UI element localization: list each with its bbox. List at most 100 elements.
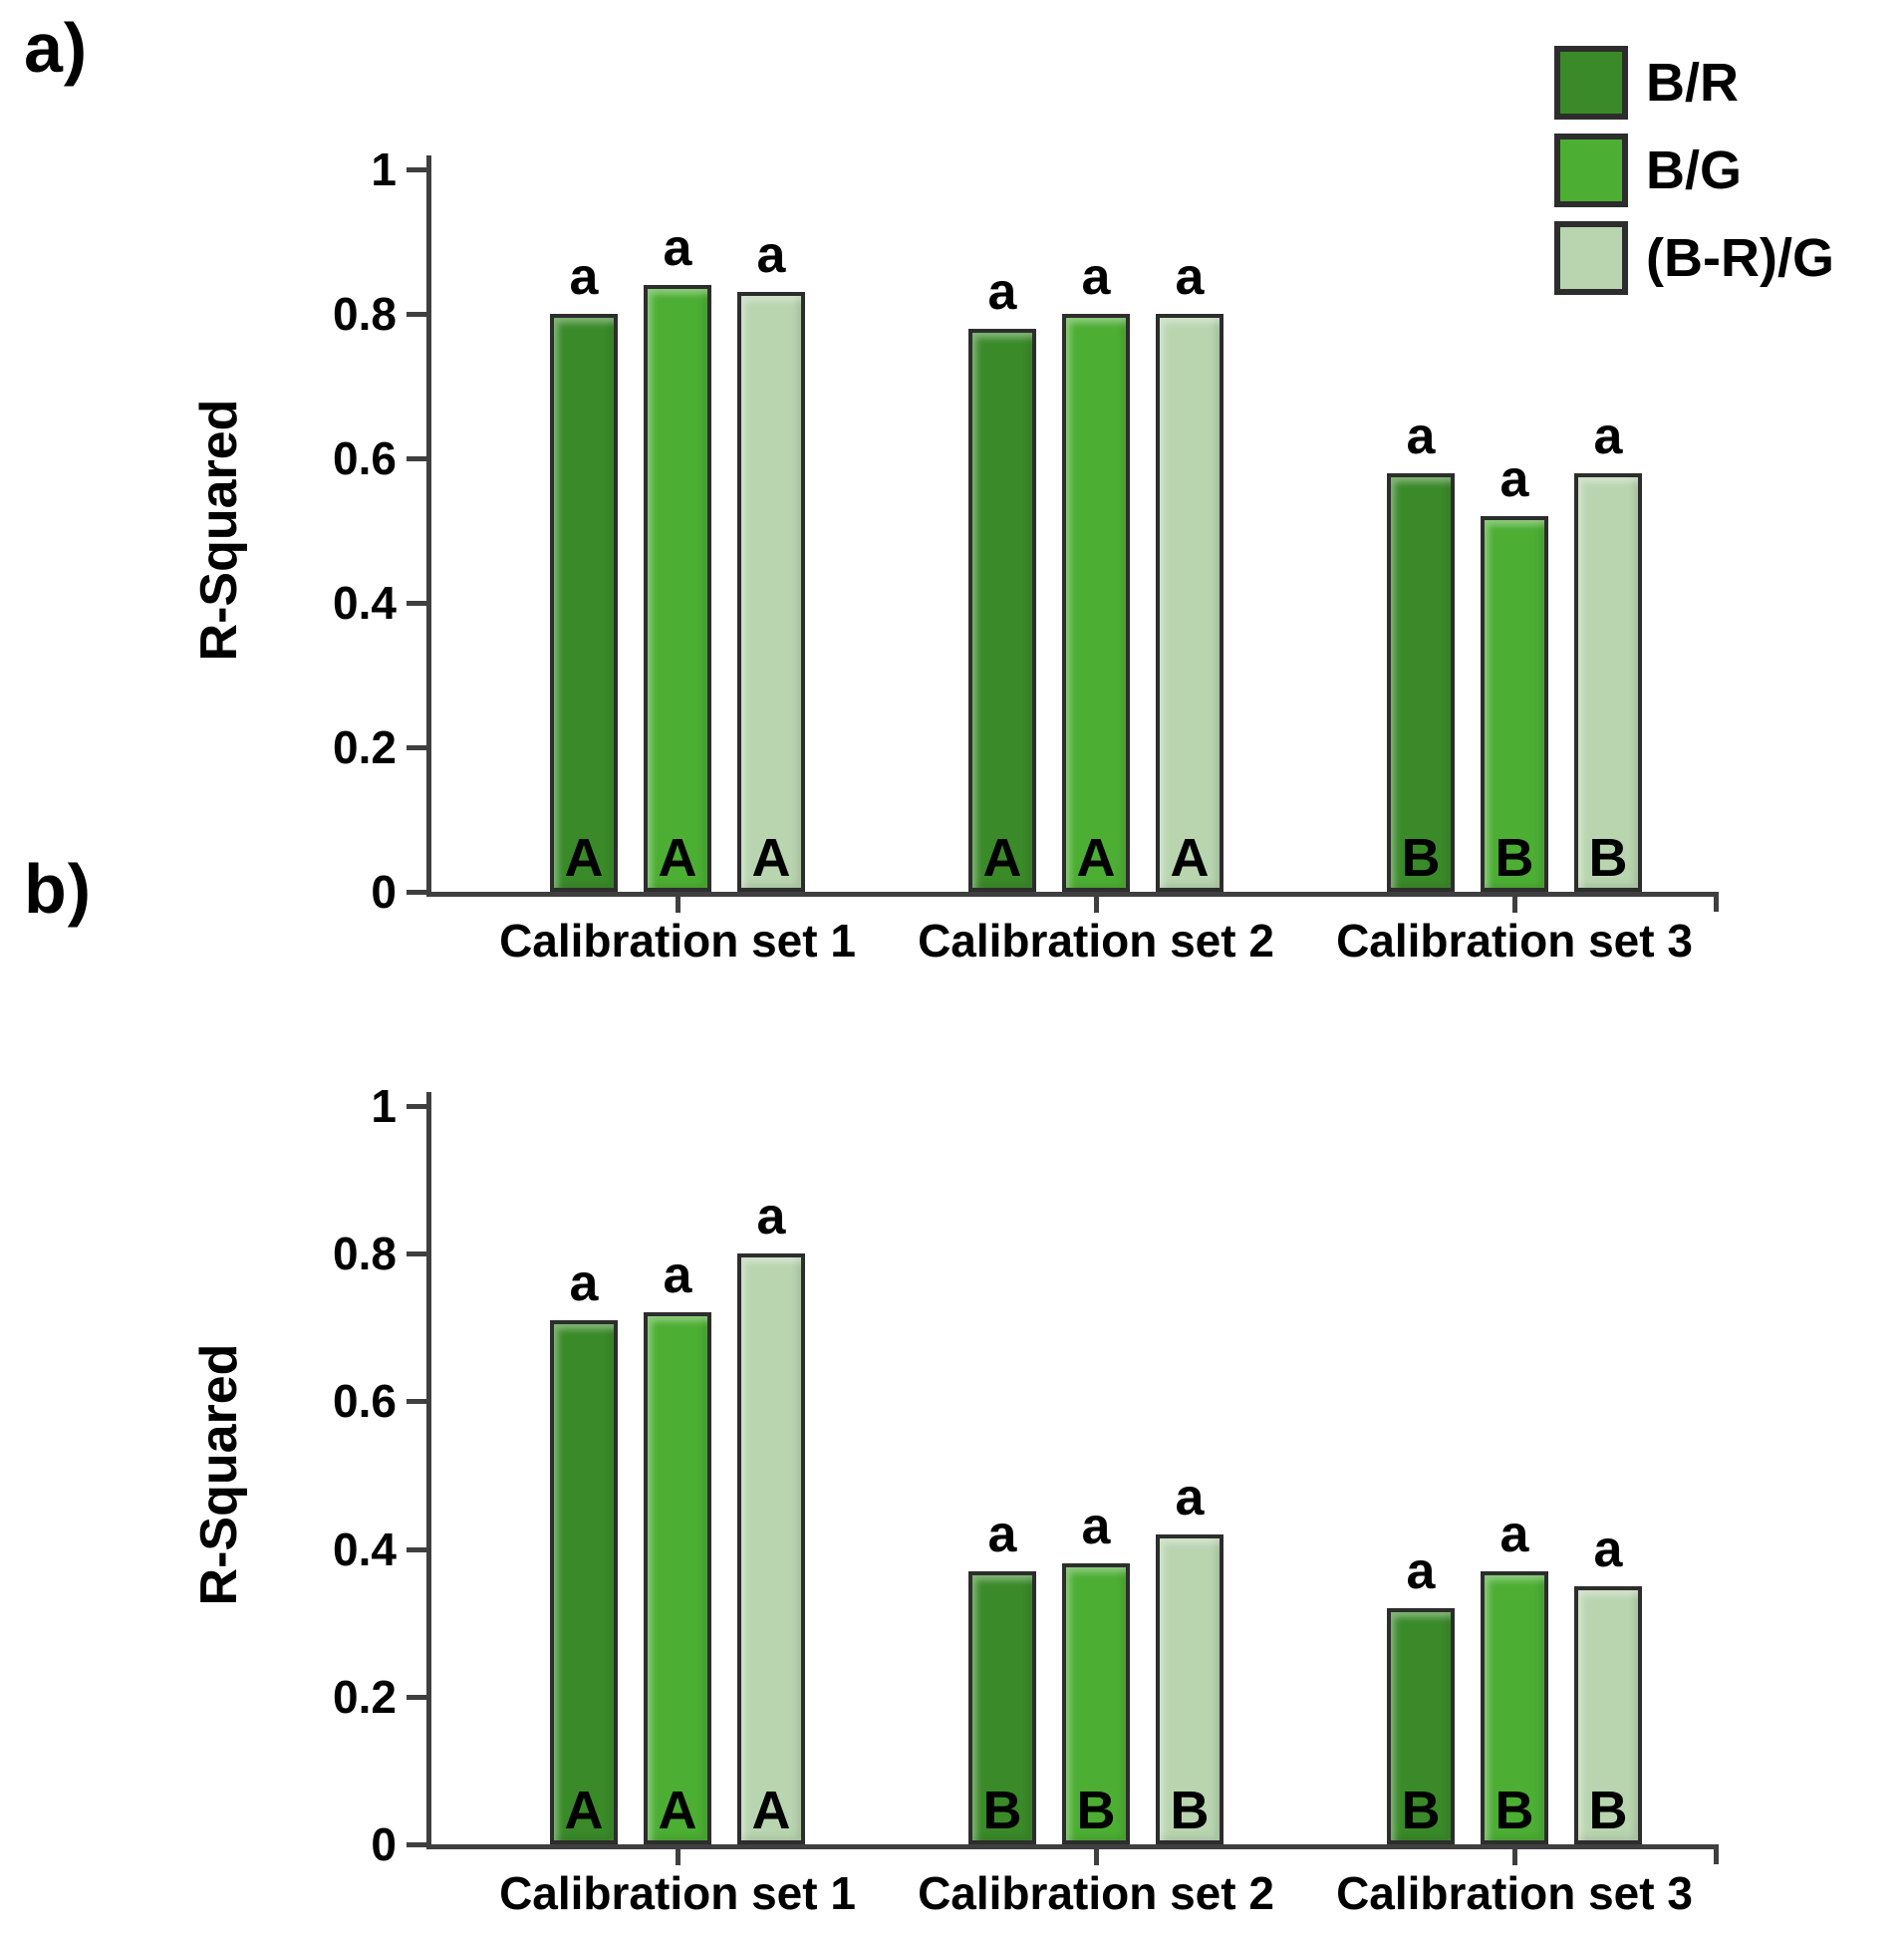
legend-swatch-icon bbox=[1554, 46, 1628, 120]
bar-b-2-B/R bbox=[968, 1570, 1036, 1844]
bar-group-letter: B bbox=[1495, 828, 1534, 888]
bar-group-letter: A bbox=[751, 828, 791, 888]
legend-item: B/G bbox=[1554, 134, 1834, 207]
bar-significance-label: a bbox=[663, 1246, 692, 1305]
x-group-tick bbox=[1512, 897, 1517, 913]
y-tick-label: 0.6 bbox=[333, 432, 397, 484]
panel-b-label: b) bbox=[24, 850, 93, 928]
bar-significance-label: a bbox=[1081, 248, 1111, 306]
bar-significance-label: a bbox=[1499, 1505, 1529, 1563]
y-axis bbox=[426, 155, 431, 897]
bar-group-letter: B bbox=[1588, 1781, 1628, 1840]
y-tick-label: 0.8 bbox=[333, 1228, 397, 1280]
x-category-label: Calibration set 2 bbox=[918, 915, 1274, 967]
bar-group-letter: B bbox=[982, 1781, 1022, 1840]
bar-group-letter: A bbox=[564, 828, 604, 888]
y-tick bbox=[407, 456, 426, 461]
x-group-tick bbox=[1512, 1849, 1517, 1865]
y-axis bbox=[426, 1092, 431, 1849]
y-tick-label: 0.4 bbox=[333, 577, 397, 629]
x-group-tick bbox=[1094, 897, 1099, 913]
y-tick-label: 1 bbox=[371, 1080, 397, 1132]
panel-a-label: a) bbox=[24, 9, 89, 87]
legend-label: B/G bbox=[1646, 140, 1743, 200]
bar-group-letter: B bbox=[1401, 828, 1441, 888]
legend-item: B/R bbox=[1554, 46, 1834, 120]
x-category-label: Calibration set 3 bbox=[1336, 915, 1693, 967]
bar-b-2-B/G bbox=[1062, 1563, 1130, 1844]
y-tick bbox=[407, 312, 426, 317]
y-tick-label: 0.6 bbox=[333, 1375, 397, 1428]
legend-label: (B-R)/G bbox=[1646, 228, 1834, 288]
bar-group-letter: A bbox=[564, 1781, 604, 1840]
y-tick-label: 0 bbox=[371, 1818, 397, 1870]
bar-a-2-B/G bbox=[1062, 314, 1130, 892]
bar-a-1-B/R bbox=[550, 314, 618, 892]
y-tick bbox=[407, 1842, 426, 1847]
y-tick-label: 0 bbox=[371, 866, 397, 918]
bar-significance-label: a bbox=[1406, 407, 1436, 465]
bar-group-letter: A bbox=[658, 1781, 697, 1840]
bar-significance-label: a bbox=[1406, 1541, 1436, 1600]
y-tick-label: 1 bbox=[371, 143, 397, 195]
bar-a-3-B/G bbox=[1481, 516, 1548, 892]
bar-significance-label: a bbox=[1175, 248, 1205, 306]
bar-a-1-B/G bbox=[644, 285, 711, 892]
y-tick bbox=[407, 1104, 426, 1109]
bar-significance-label: a bbox=[1499, 450, 1529, 508]
bar-a-2-B/R bbox=[968, 328, 1036, 892]
x-category-label: Calibration set 2 bbox=[918, 1867, 1274, 1919]
bar-a-1-(B-R)/G bbox=[737, 292, 805, 892]
bar-significance-label: a bbox=[1593, 1520, 1623, 1578]
bar-group-letter: A bbox=[751, 1781, 791, 1840]
bar-b-2-(B-R)/G bbox=[1156, 1533, 1224, 1844]
bar-b-3-B/R bbox=[1387, 1607, 1455, 1844]
y-tick-label: 0.2 bbox=[333, 721, 397, 773]
bar-b-1-B/R bbox=[550, 1319, 618, 1844]
legend: B/R B/G (B-R)/G bbox=[1554, 46, 1834, 309]
bar-b-3-(B-R)/G bbox=[1574, 1585, 1642, 1844]
y-tick-label: 0.4 bbox=[333, 1523, 397, 1575]
bar-group-letter: B bbox=[1495, 1781, 1534, 1840]
y-tick bbox=[407, 601, 426, 606]
x-category-label: Calibration set 1 bbox=[499, 1867, 856, 1919]
y-tick-label: 0.2 bbox=[333, 1670, 397, 1723]
x-category-label: Calibration set 3 bbox=[1336, 1867, 1693, 1919]
y-axis-title: R-Squared bbox=[190, 1343, 248, 1606]
bar-group-letter: A bbox=[1076, 828, 1116, 888]
y-tick bbox=[407, 1694, 426, 1700]
y-tick bbox=[407, 167, 426, 172]
bar-b-1-B/G bbox=[644, 1312, 711, 1844]
bar-significance-label: a bbox=[987, 262, 1017, 321]
bar-b-3-B/G bbox=[1481, 1570, 1548, 1844]
bar-group-letter: B bbox=[1401, 1781, 1441, 1840]
legend-swatch-icon bbox=[1554, 134, 1628, 207]
bar-a-2-(B-R)/G bbox=[1156, 314, 1224, 892]
bar-b-1-(B-R)/G bbox=[737, 1253, 805, 1844]
x-group-tick bbox=[1094, 1849, 1099, 1865]
x-axis-end-tick bbox=[1714, 1844, 1719, 1864]
legend-swatch-icon bbox=[1554, 221, 1628, 295]
bar-group-letter: A bbox=[982, 828, 1022, 888]
x-group-tick bbox=[676, 897, 680, 913]
bar-significance-label: a bbox=[663, 219, 692, 277]
y-tick bbox=[407, 745, 426, 750]
bar-a-3-(B-R)/G bbox=[1574, 472, 1642, 892]
y-tick bbox=[407, 1546, 426, 1552]
bar-significance-label: a bbox=[756, 226, 786, 285]
x-axis-end-tick bbox=[1714, 892, 1719, 912]
x-group-tick bbox=[676, 1849, 680, 1865]
bar-significance-label: a bbox=[1593, 407, 1623, 465]
x-category-label: Calibration set 1 bbox=[499, 915, 856, 967]
bar-a-3-B/R bbox=[1387, 472, 1455, 892]
legend-label: B/R bbox=[1646, 53, 1739, 113]
bar-group-letter: B bbox=[1076, 1781, 1116, 1840]
bar-significance-label: a bbox=[1175, 1468, 1205, 1526]
bar-significance-label: a bbox=[987, 1505, 1017, 1563]
y-tick bbox=[407, 1251, 426, 1257]
bar-group-letter: B bbox=[1170, 1781, 1210, 1840]
x-axis bbox=[426, 1844, 1719, 1849]
bar-group-letter: A bbox=[658, 828, 697, 888]
y-tick-label: 0.8 bbox=[333, 288, 397, 340]
